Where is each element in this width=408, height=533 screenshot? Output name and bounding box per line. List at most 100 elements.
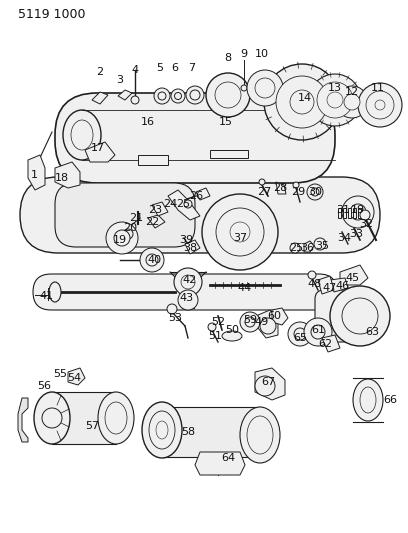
Text: 63: 63: [365, 327, 379, 337]
Circle shape: [240, 312, 260, 332]
Polygon shape: [330, 278, 348, 292]
Polygon shape: [318, 276, 334, 294]
Text: 19: 19: [113, 235, 127, 245]
Text: 8: 8: [224, 53, 232, 63]
Circle shape: [309, 74, 361, 126]
FancyBboxPatch shape: [315, 290, 375, 342]
Circle shape: [314, 238, 326, 250]
Circle shape: [276, 76, 328, 128]
Text: 48: 48: [308, 279, 322, 289]
Text: 66: 66: [383, 395, 397, 405]
Text: 11: 11: [371, 83, 385, 93]
Text: 22: 22: [145, 217, 159, 227]
Text: 64: 64: [221, 453, 235, 463]
Circle shape: [154, 88, 170, 104]
Text: 43: 43: [179, 293, 193, 303]
Circle shape: [146, 254, 158, 266]
Text: 6: 6: [171, 63, 179, 73]
Text: 16: 16: [141, 117, 155, 127]
Text: 4: 4: [131, 65, 139, 75]
Circle shape: [255, 78, 275, 98]
Text: 42: 42: [183, 275, 197, 285]
Text: 51: 51: [208, 331, 222, 341]
Polygon shape: [358, 208, 361, 218]
Text: 2: 2: [96, 67, 104, 77]
Circle shape: [202, 194, 278, 270]
Text: 20: 20: [123, 223, 137, 233]
Polygon shape: [322, 335, 340, 352]
Polygon shape: [162, 407, 260, 457]
Circle shape: [317, 82, 353, 118]
Ellipse shape: [105, 402, 127, 434]
Text: 26: 26: [189, 191, 203, 201]
Circle shape: [375, 100, 385, 110]
Circle shape: [167, 304, 177, 314]
Circle shape: [327, 92, 343, 108]
Polygon shape: [138, 155, 168, 165]
Text: 57: 57: [85, 421, 99, 431]
Polygon shape: [338, 208, 341, 218]
Text: 50: 50: [225, 325, 239, 335]
Circle shape: [171, 89, 185, 103]
Polygon shape: [148, 215, 165, 228]
FancyBboxPatch shape: [55, 93, 335, 183]
Ellipse shape: [247, 416, 273, 454]
Polygon shape: [185, 240, 200, 254]
Text: 34: 34: [337, 233, 351, 243]
Circle shape: [358, 83, 402, 127]
Polygon shape: [340, 265, 368, 285]
Text: 47: 47: [323, 283, 337, 293]
Text: 37: 37: [233, 233, 247, 243]
Text: 5: 5: [157, 63, 164, 73]
Text: 44: 44: [238, 283, 252, 293]
Circle shape: [241, 85, 247, 91]
Circle shape: [264, 64, 340, 140]
Circle shape: [158, 92, 166, 100]
Circle shape: [230, 222, 250, 242]
Text: 49: 49: [255, 317, 269, 327]
Circle shape: [186, 86, 204, 104]
Circle shape: [288, 322, 312, 346]
Circle shape: [215, 82, 241, 108]
Circle shape: [245, 317, 255, 327]
Polygon shape: [18, 398, 28, 442]
Circle shape: [255, 376, 275, 396]
Text: 3: 3: [117, 75, 124, 85]
Circle shape: [290, 90, 314, 114]
Text: 19: 19: [351, 205, 365, 215]
Ellipse shape: [240, 407, 280, 463]
Circle shape: [311, 188, 319, 196]
Ellipse shape: [49, 282, 61, 302]
Ellipse shape: [63, 110, 101, 160]
Circle shape: [336, 86, 368, 118]
Circle shape: [123, 229, 133, 239]
Circle shape: [178, 290, 198, 310]
Circle shape: [260, 318, 276, 334]
FancyBboxPatch shape: [20, 177, 380, 253]
Text: 15: 15: [219, 117, 233, 127]
Circle shape: [307, 184, 323, 200]
Text: 14: 14: [298, 93, 312, 103]
Circle shape: [360, 210, 370, 220]
Text: 56: 56: [37, 381, 51, 391]
Circle shape: [206, 73, 250, 117]
Text: 9: 9: [240, 49, 248, 59]
Circle shape: [175, 93, 182, 100]
Text: 53: 53: [168, 313, 182, 323]
Text: 52: 52: [211, 317, 225, 327]
Circle shape: [216, 208, 264, 256]
Text: 38: 38: [183, 243, 197, 253]
Text: 28: 28: [273, 183, 287, 193]
Text: 40: 40: [148, 255, 162, 265]
Circle shape: [344, 94, 360, 110]
Circle shape: [174, 268, 202, 296]
Text: 62: 62: [318, 339, 332, 349]
Text: 45: 45: [345, 273, 359, 283]
Circle shape: [290, 243, 300, 253]
Text: 17: 17: [91, 143, 105, 153]
Text: 31: 31: [336, 205, 350, 215]
Circle shape: [259, 179, 265, 185]
Text: 41: 41: [39, 291, 53, 301]
Circle shape: [42, 408, 62, 428]
Circle shape: [342, 298, 378, 334]
